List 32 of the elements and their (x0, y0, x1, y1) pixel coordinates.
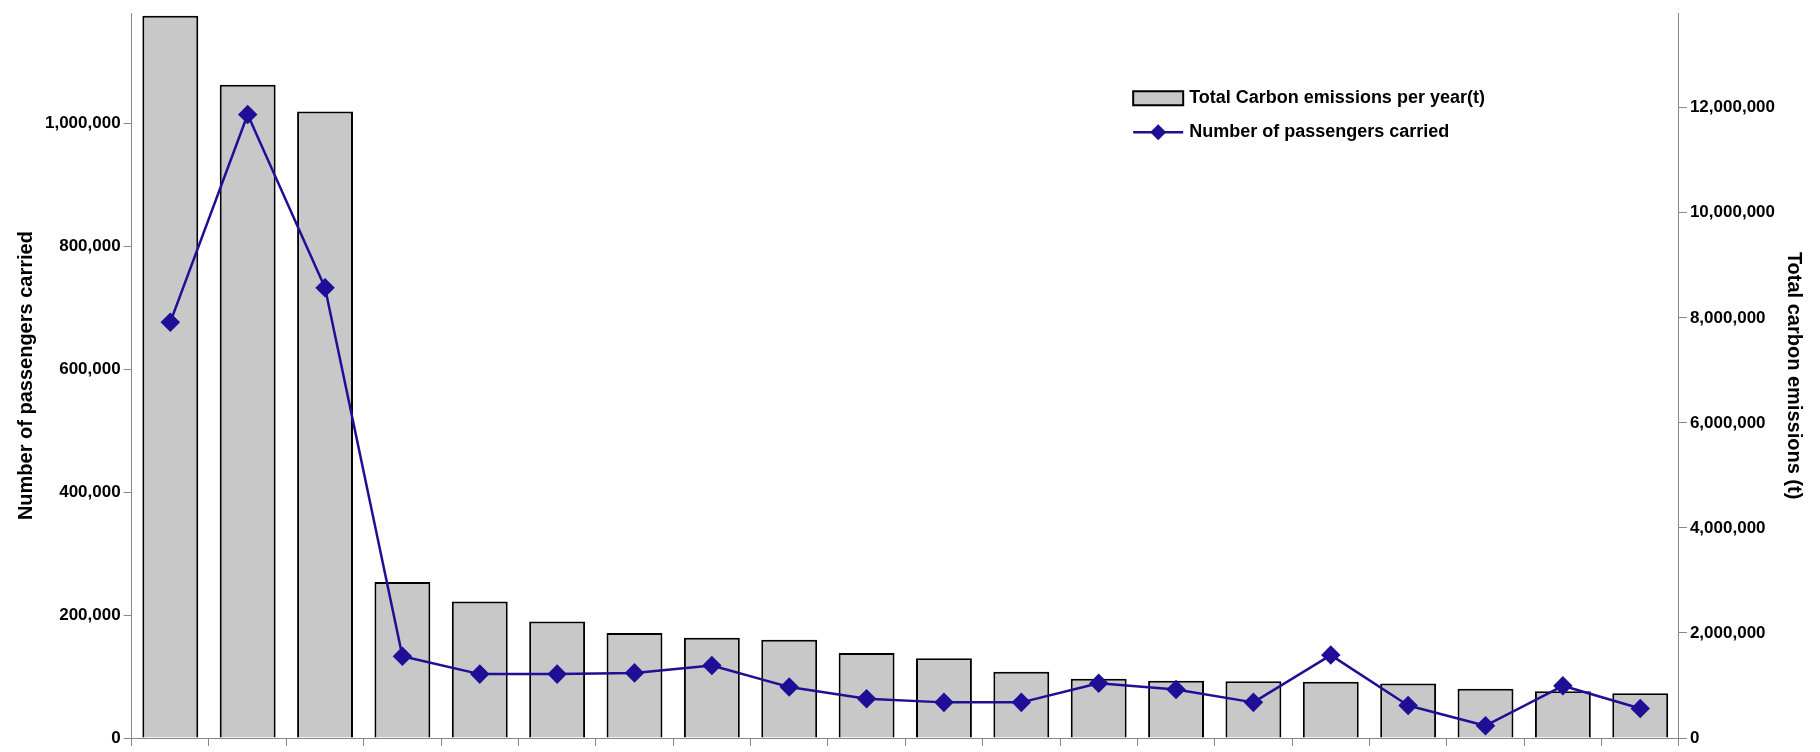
y-tick-label: 1,000,000 (44, 113, 121, 133)
y2-tick-label: 10,000,000 (1689, 202, 1776, 222)
point (625, 663, 644, 683)
y2-tick-label: 8,000,000 (1689, 307, 1766, 327)
point (1166, 680, 1186, 699)
y-tick-label: 800,000 (59, 236, 121, 256)
y-tick-label: 600,000 (59, 359, 121, 379)
point (702, 656, 722, 675)
point (779, 677, 799, 697)
point (161, 312, 180, 332)
point (1476, 716, 1495, 735)
y2-tick-label: 6,000,000 (1689, 412, 1766, 432)
legend-label: Number of passengers carried (1189, 121, 1450, 142)
y2-tick-label: 4,000,000 (1689, 517, 1766, 537)
point (1089, 674, 1108, 693)
y2-tick-label: 2,000,000 (1689, 622, 1766, 642)
y2-tick-label: 12,000,000 (1689, 97, 1776, 117)
y2-axis-title: Total carbon emissions (t) (1784, 251, 1807, 500)
point (315, 278, 335, 298)
y-axis-title: Number of passengers carried (13, 231, 36, 521)
point (547, 664, 567, 684)
point (1553, 676, 1573, 696)
y-tick-label: 200,000 (59, 604, 121, 624)
point (393, 647, 412, 666)
point (857, 689, 876, 708)
legend-label: Total Carbon emissions per year(t) (1189, 87, 1485, 108)
y2-tick-label: 0 (1689, 727, 1700, 747)
y-tick-label: 0 (111, 727, 121, 747)
y-tick-label: 400,000 (59, 481, 121, 501)
point (470, 664, 490, 684)
point (1321, 645, 1341, 665)
point (238, 105, 257, 124)
